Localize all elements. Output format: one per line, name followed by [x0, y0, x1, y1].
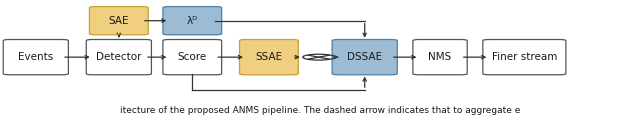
FancyBboxPatch shape — [239, 40, 298, 75]
FancyBboxPatch shape — [90, 7, 148, 35]
FancyBboxPatch shape — [483, 40, 566, 75]
FancyBboxPatch shape — [332, 40, 397, 75]
Text: NMS: NMS — [428, 52, 452, 62]
Text: Events: Events — [18, 52, 54, 62]
FancyBboxPatch shape — [163, 40, 221, 75]
Text: DSSAE: DSSAE — [347, 52, 382, 62]
Text: SAE: SAE — [109, 16, 129, 26]
Text: Finer stream: Finer stream — [492, 52, 557, 62]
FancyBboxPatch shape — [86, 40, 152, 75]
FancyBboxPatch shape — [413, 40, 467, 75]
Text: Score: Score — [178, 52, 207, 62]
FancyBboxPatch shape — [3, 40, 68, 75]
Text: Detector: Detector — [96, 52, 141, 62]
Text: λᴰ: λᴰ — [187, 16, 198, 26]
Text: SSAE: SSAE — [255, 52, 282, 62]
Text: itecture of the proposed ANMS pipeline. The dashed arrow indicates that to aggre: itecture of the proposed ANMS pipeline. … — [120, 106, 520, 115]
FancyBboxPatch shape — [163, 7, 221, 35]
